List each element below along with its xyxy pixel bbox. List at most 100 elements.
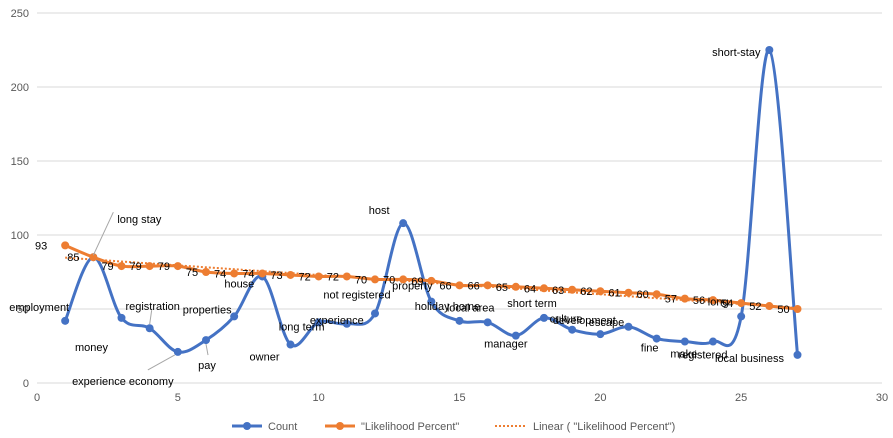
legend-item-trendline: Linear ( "Likelihood Percent"): [495, 421, 675, 433]
point-count-14: [427, 297, 436, 306]
point-likelihood-22: [652, 290, 661, 299]
count-point-label-9: owner: [250, 352, 280, 364]
point-count-21: [624, 322, 633, 331]
point-count-11: [342, 319, 351, 328]
point-likelihood-6: [202, 268, 210, 276]
likelihood-value-label-7: 74: [214, 268, 226, 280]
point-likelihood-12: [371, 275, 379, 284]
series-likelihood: [61, 241, 802, 313]
label-leader-lines: [92, 211, 209, 371]
point-likelihood-16: [483, 281, 492, 290]
likelihood-value-label-9: 73: [270, 270, 282, 282]
y-tick-label-200: 200: [11, 82, 29, 94]
y-tick-label-0: 0: [23, 378, 29, 390]
count-point-label-20: development: [553, 315, 616, 327]
tick-labels: 0 50 100 150 200 250 0 5 10 15 20 25 30: [11, 8, 888, 404]
point-count-15: [455, 316, 464, 325]
point-count-26: [765, 46, 774, 54]
point-count-20: [596, 330, 605, 339]
count-point-label-19: culture: [550, 314, 583, 326]
count-point-label-15: holiday home: [415, 301, 480, 313]
count-point-label-16: local area: [447, 302, 496, 314]
x-tick-label-5: 5: [175, 392, 181, 404]
data-labels: 93 85 79 79 79 75 74 74 73 72 72 70 70 69 66 66 65 64 63 62…: [9, 47, 789, 388]
point-likelihood-8: [258, 269, 267, 278]
y-tick-label-50: 50: [17, 304, 29, 316]
point-likelihood-3: [117, 262, 126, 271]
legend: Count "Likelihood Percent" Linear ( "Lik…: [232, 421, 675, 433]
likelihood-value-label-21: 61: [608, 288, 620, 300]
likelihood-value-label-2: 85: [67, 252, 79, 264]
legend-item-likelihood: "Likelihood Percent": [325, 421, 459, 433]
point-likelihood-24: [709, 296, 717, 305]
x-tick-label-25: 25: [735, 392, 747, 404]
count-point-label-12: not registered: [323, 289, 390, 301]
likelihood-value-label-12: 70: [355, 274, 367, 286]
likelihood-value-label-19: 63: [552, 285, 564, 297]
likelihood-value-label-15: 66: [439, 280, 451, 292]
point-count-7: [230, 312, 239, 321]
likelihood-value-label-27: 50: [777, 304, 789, 316]
leader-line-6: [205, 343, 209, 356]
point-likelihood-20: [596, 287, 605, 296]
point-count-4: [145, 324, 154, 333]
count-point-label-18: short term: [507, 298, 557, 310]
count-point-label-24: registered: [679, 350, 728, 362]
point-count-23: [680, 337, 689, 346]
point-likelihood-14: [427, 276, 436, 285]
x-tick-label-20: 20: [594, 392, 606, 404]
leader-line-5: [147, 354, 176, 371]
count-point-label-5: experience economy: [72, 376, 174, 388]
point-count-3: [117, 313, 126, 322]
count-point-label-3: money: [75, 342, 109, 354]
x-tick-label-15: 15: [453, 392, 465, 404]
count-point-label-6: pay: [198, 360, 216, 372]
likelihood-value-label-6: 75: [186, 267, 198, 279]
likelihood-value-label-25: 54: [721, 298, 733, 310]
legend-swatch-count-marker: [243, 422, 251, 430]
legend-swatch-likelihood-marker: [336, 422, 344, 430]
point-likelihood-4: [145, 262, 154, 271]
point-likelihood-18: [540, 284, 548, 293]
point-likelihood-19: [568, 285, 577, 294]
x-tick-label-10: 10: [313, 392, 325, 404]
point-count-25: [737, 312, 746, 321]
likelihood-value-label-4: 79: [130, 261, 142, 273]
point-count-5: [173, 347, 182, 356]
series-line-count: [63, 48, 799, 356]
likelihood-value-label-10: 72: [299, 271, 311, 283]
count-point-label-8: house: [224, 278, 254, 290]
count-point-label-14: property: [392, 281, 433, 293]
point-likelihood-13: [399, 275, 408, 284]
likelihood-value-label-23: 57: [665, 294, 677, 306]
likelihood-value-label-1: 93: [35, 240, 47, 252]
point-likelihood-15: [455, 281, 464, 290]
count-point-label-13: host: [369, 205, 390, 217]
point-likelihood-9: [286, 270, 295, 279]
point-count-10: [314, 318, 323, 327]
y-tick-label-150: 150: [11, 156, 29, 168]
likelihood-value-label-11: 72: [327, 271, 339, 283]
point-count-12: [371, 309, 379, 318]
count-point-label-23: make: [670, 349, 697, 361]
likelihood-value-label-17: 65: [496, 282, 508, 294]
point-count-1: [61, 316, 70, 325]
legend-label-likelihood: "Likelihood Percent": [361, 421, 459, 433]
likelihood-value-label-13: 70: [383, 274, 395, 286]
y-tick-label-250: 250: [11, 8, 29, 20]
point-count-13: [399, 219, 408, 228]
y-tick-label-100: 100: [11, 230, 29, 242]
point-likelihood-21: [624, 288, 633, 297]
point-likelihood-7: [230, 269, 239, 278]
point-likelihood-11: [342, 272, 351, 281]
point-likelihood-26: [765, 302, 774, 311]
likelihood-value-label-26: 52: [749, 301, 761, 313]
legend-label-count: Count: [268, 421, 297, 433]
likelihood-value-label-8: 74: [242, 268, 254, 280]
likelihood-value-label-22: 60: [637, 289, 649, 301]
count-point-label-17: manager: [484, 339, 528, 351]
count-point-label-21: escape: [589, 317, 624, 329]
point-count-27: [793, 350, 802, 359]
leader-line-4: [149, 310, 153, 325]
